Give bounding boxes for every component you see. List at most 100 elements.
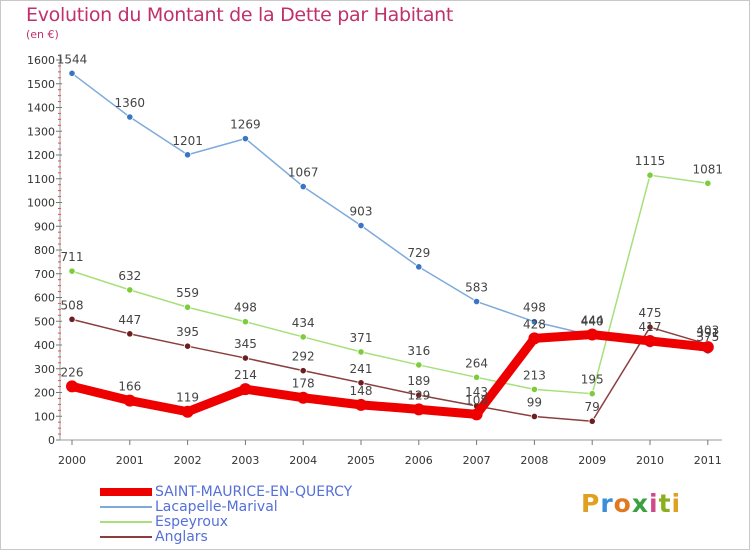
y-tick-label: 1400 — [27, 102, 55, 115]
y-tick-label: 600 — [34, 292, 55, 305]
chart-unit-label: (en €) — [26, 28, 59, 41]
data-point — [299, 182, 307, 191]
data-label: 1269 — [230, 118, 261, 132]
data-point — [530, 318, 539, 326]
data-point — [357, 348, 365, 356]
data-point — [68, 267, 76, 275]
data-point — [126, 330, 134, 338]
logo-letter: i — [671, 489, 682, 518]
data-label: 498 — [234, 301, 257, 315]
data-point — [181, 405, 194, 418]
data-point — [126, 286, 134, 294]
y-tick-label: 700 — [34, 268, 55, 281]
data-label: 371 — [350, 331, 373, 345]
data-label: 395 — [176, 325, 199, 339]
data-label: 213 — [523, 368, 546, 382]
data-label: 1115 — [635, 154, 666, 168]
y-tick-label: 300 — [34, 363, 55, 376]
data-label: 143 — [465, 385, 488, 399]
data-point — [239, 383, 252, 396]
data-label: 214 — [234, 368, 257, 382]
x-tick-label: 2004 — [289, 454, 317, 467]
data-point — [470, 408, 483, 421]
data-label: 391 — [696, 326, 719, 340]
y-tick-label: 1100 — [27, 173, 55, 186]
data-label: 345 — [234, 337, 257, 351]
data-point — [704, 179, 712, 187]
y-tick-label: 800 — [34, 244, 55, 257]
data-label: 428 — [523, 317, 546, 331]
data-point — [588, 390, 596, 398]
data-point — [184, 303, 192, 311]
series-line-1 — [71, 72, 709, 352]
data-label: 498 — [523, 301, 546, 315]
data-label: 1201 — [172, 134, 203, 148]
data-label: 148 — [350, 384, 373, 398]
chart-title: Evolution du Montant de la Dette par Hab… — [26, 4, 454, 26]
y-tick-label: 400 — [34, 339, 55, 352]
x-tick-label: 2011 — [694, 454, 722, 467]
logo-letter: P — [581, 489, 601, 518]
data-point — [586, 328, 599, 341]
data-point — [299, 333, 307, 341]
data-label: 129 — [407, 388, 430, 402]
y-tick-label: 900 — [34, 220, 55, 233]
data-label: 711 — [61, 250, 84, 264]
data-label: 1544 — [57, 52, 88, 66]
data-point — [241, 354, 249, 362]
x-tick-label: 2009 — [578, 454, 606, 467]
data-label: 1067 — [288, 166, 319, 180]
data-point — [241, 135, 249, 143]
data-label: 403 — [696, 323, 719, 337]
data-label: 166 — [118, 380, 141, 394]
data-point — [415, 391, 423, 399]
y-tick-label: 100 — [34, 410, 55, 423]
logo-letter: o — [613, 489, 632, 518]
data-point — [126, 113, 134, 121]
x-tick-label: 2005 — [347, 454, 375, 467]
data-label: 375 — [696, 330, 719, 344]
data-label: 632 — [118, 269, 141, 283]
legend-label-anglars: Anglars — [155, 529, 208, 545]
x-tick-label: 2000 — [58, 454, 86, 467]
data-point — [355, 398, 367, 411]
y-tick-label: 1600 — [27, 54, 55, 67]
data-point — [184, 151, 192, 159]
data-label: 108 — [465, 393, 488, 407]
data-point — [415, 263, 423, 271]
legend-swatch-lacapelle-marival — [100, 506, 152, 508]
data-point — [415, 361, 423, 369]
data-label: 1360 — [115, 96, 146, 110]
data-label: 434 — [292, 316, 315, 330]
data-point — [646, 171, 654, 179]
data-label: 903 — [350, 205, 373, 219]
logo-letter: r — [600, 489, 614, 518]
data-point — [297, 391, 310, 404]
data-label: 316 — [407, 344, 430, 358]
legend-label-saint-maurice: SAINT-MAURICE-EN-QUERCY — [155, 484, 353, 500]
x-tick-label: 2002 — [174, 454, 202, 467]
data-point — [528, 332, 541, 345]
x-tick-label: 2006 — [405, 454, 433, 467]
logo-letter: i — [649, 489, 659, 518]
x-tick-label: 2008 — [520, 454, 548, 467]
data-label: 583 — [465, 281, 488, 295]
logo-letter: t — [658, 489, 672, 518]
legend-swatch-espeyroux — [100, 521, 152, 523]
data-point — [184, 342, 192, 350]
data-label: 195 — [581, 373, 604, 387]
series-line-3 — [71, 318, 709, 422]
data-label: 99 — [527, 395, 542, 409]
data-point — [646, 323, 654, 331]
data-point — [241, 318, 249, 326]
series-line-0 — [67, 330, 713, 419]
data-point — [530, 385, 539, 394]
data-point — [68, 315, 76, 323]
legend-swatch-saint-maurice — [100, 488, 152, 496]
data-label: 79 — [585, 400, 600, 414]
data-point — [123, 394, 136, 407]
data-label: 508 — [61, 298, 84, 312]
data-label: 444 — [581, 314, 604, 328]
